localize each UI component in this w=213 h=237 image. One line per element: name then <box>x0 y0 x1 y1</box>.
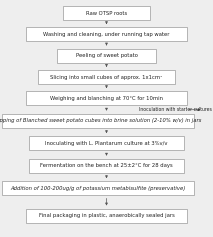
FancyBboxPatch shape <box>26 209 187 223</box>
FancyBboxPatch shape <box>38 70 175 84</box>
Text: Fermentation on the bench at 25±2°C for 28 days: Fermentation on the bench at 25±2°C for … <box>40 163 173 169</box>
Text: Dipping of Blanched sweet potato cubes into brine solution (2-10% w/v) in jars: Dipping of Blanched sweet potato cubes i… <box>0 118 202 123</box>
Text: Slicing into small cubes of approx. 1x1cm¹: Slicing into small cubes of approx. 1x1c… <box>50 74 163 80</box>
FancyBboxPatch shape <box>29 159 184 173</box>
FancyBboxPatch shape <box>57 49 156 63</box>
FancyBboxPatch shape <box>26 91 187 105</box>
Text: Weighing and blanching at 70°C for 10min: Weighing and blanching at 70°C for 10min <box>50 96 163 101</box>
Text: Final packaging in plastic, anaerobically sealed jars: Final packaging in plastic, anaerobicall… <box>39 213 174 218</box>
FancyBboxPatch shape <box>2 182 194 195</box>
FancyBboxPatch shape <box>63 6 150 20</box>
FancyBboxPatch shape <box>26 27 187 41</box>
Text: Raw OTSP roots: Raw OTSP roots <box>86 10 127 16</box>
Text: Peeling of sweet potato: Peeling of sweet potato <box>76 53 137 58</box>
Text: Inoculating with L. Plantarum culture at 3%v/v: Inoculating with L. Plantarum culture at… <box>45 141 168 146</box>
FancyBboxPatch shape <box>29 137 184 150</box>
FancyBboxPatch shape <box>2 114 194 128</box>
Text: Addition of 100-200ug/g of potassium metabisulfite (preservative): Addition of 100-200ug/g of potassium met… <box>10 186 186 191</box>
Text: Inoculation with starter cultures: Inoculation with starter cultures <box>139 107 212 112</box>
Text: Washing and cleaning, under running tap water: Washing and cleaning, under running tap … <box>43 32 170 37</box>
